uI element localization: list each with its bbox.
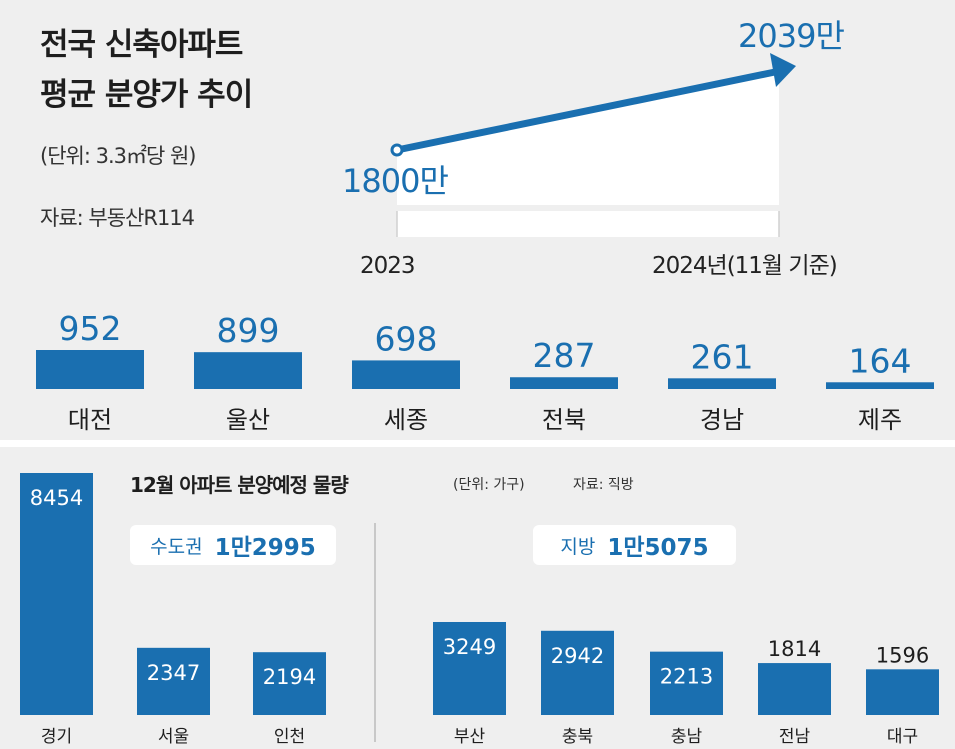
- supply-unit: (단위: 가구): [453, 477, 525, 493]
- supply-bar: [137, 647, 210, 715]
- region-value-label: 952: [59, 309, 122, 348]
- trend-arrowhead: [770, 53, 796, 87]
- region-value-label: 261: [691, 337, 754, 376]
- supply-value-label: 8454: [30, 486, 83, 510]
- supply-value-label: 2942: [551, 644, 604, 668]
- region-value-label: 164: [849, 341, 912, 380]
- region-value-label: 698: [375, 319, 438, 358]
- metro-label: 수도권: [150, 535, 203, 558]
- supply-category-label: 서울: [158, 727, 189, 747]
- region-bar: [352, 360, 460, 389]
- trend-baseline: [397, 211, 779, 237]
- region-category-label: 전북: [542, 406, 586, 434]
- supply-bar: [253, 652, 326, 715]
- supply-category-label: 인천: [274, 727, 305, 747]
- source-label: 자료: 부동산R114: [40, 206, 195, 230]
- supply-title: 12월 아파트 분양예정 물량: [130, 473, 349, 497]
- supply-bar: [650, 651, 723, 715]
- supply-value-label: 2213: [660, 665, 713, 689]
- supply-bar: [20, 473, 93, 715]
- region-value-label: 899: [217, 311, 280, 350]
- supply-bars: 8454 경기 2347 서울 2194 인천 3249 부산 2942 충북 2213 충남 1814…: [20, 473, 939, 747]
- supply-source: 자료: 직방: [573, 477, 634, 493]
- trend-chart: [390, 53, 796, 237]
- region-category-label: 제주: [858, 406, 902, 434]
- supply-category-label: 경기: [41, 727, 72, 747]
- supply-category-label: 대구: [887, 727, 918, 747]
- supply-value-label: 2347: [147, 661, 200, 685]
- supply-value-label: 1596: [876, 643, 929, 667]
- x-label-2023: 2023: [360, 253, 416, 279]
- x-label-2024: 2024년(11월 기준): [652, 253, 838, 279]
- trend-area: [397, 72, 779, 205]
- supply-value-label: 2194: [263, 665, 316, 689]
- supply-category-label: 전남: [779, 727, 811, 747]
- chart-title-line1: 전국 신축아파트: [40, 27, 243, 63]
- region-bar: [668, 378, 776, 389]
- regional-label: 지방: [560, 535, 596, 558]
- region-bar: [510, 377, 618, 389]
- supply-category-label: 충남: [671, 727, 703, 747]
- supply-category-label: 부산: [454, 727, 486, 747]
- supply-value-label: 3249: [443, 635, 496, 659]
- region-bar: [194, 352, 302, 389]
- region-category-label: 세종: [384, 406, 428, 434]
- supply-bar: [758, 663, 831, 715]
- regional-total-badge: 지방 1만5075: [533, 525, 736, 565]
- unit-label: (단위: 3.3㎡당 원): [40, 144, 196, 168]
- trend-end-value: 2039만: [738, 17, 845, 55]
- supply-bar: [866, 669, 939, 715]
- supply-value-label: 1814: [768, 637, 821, 661]
- region-category-label: 경남: [700, 406, 744, 434]
- region-bar: [36, 350, 144, 389]
- region-bar: [826, 382, 934, 389]
- region-price-bars: 952 대전 899 울산 698 세종 287 전북 261 경남 164 제주: [36, 309, 934, 434]
- region-category-label: 울산: [226, 406, 270, 434]
- supply-bar: [433, 621, 506, 715]
- supply-category-label: 충북: [562, 727, 593, 747]
- chart-title-line2: 평균 분양가 추이: [40, 77, 253, 113]
- region-category-label: 대전: [68, 406, 112, 434]
- metro-total-badge: 수도권 1만2995: [130, 525, 336, 565]
- trend-start-point: [390, 143, 404, 157]
- supply-bar: [541, 630, 614, 715]
- supply-panel: 12월 아파트 분양예정 물량 (단위: 가구) 자료: 직방 수도권 1만29…: [0, 447, 955, 749]
- region-value-label: 287: [533, 336, 596, 375]
- regional-total: 1만5075: [607, 535, 709, 561]
- metro-total: 1만2995: [214, 535, 316, 561]
- trend-start-value: 1800만: [342, 162, 449, 200]
- avg-price-panel: 전국 신축아파트 평균 분양가 추이 (단위: 3.3㎡당 원) 자료: 부동산…: [0, 0, 955, 440]
- trend-arrow-line: [396, 68, 776, 154]
